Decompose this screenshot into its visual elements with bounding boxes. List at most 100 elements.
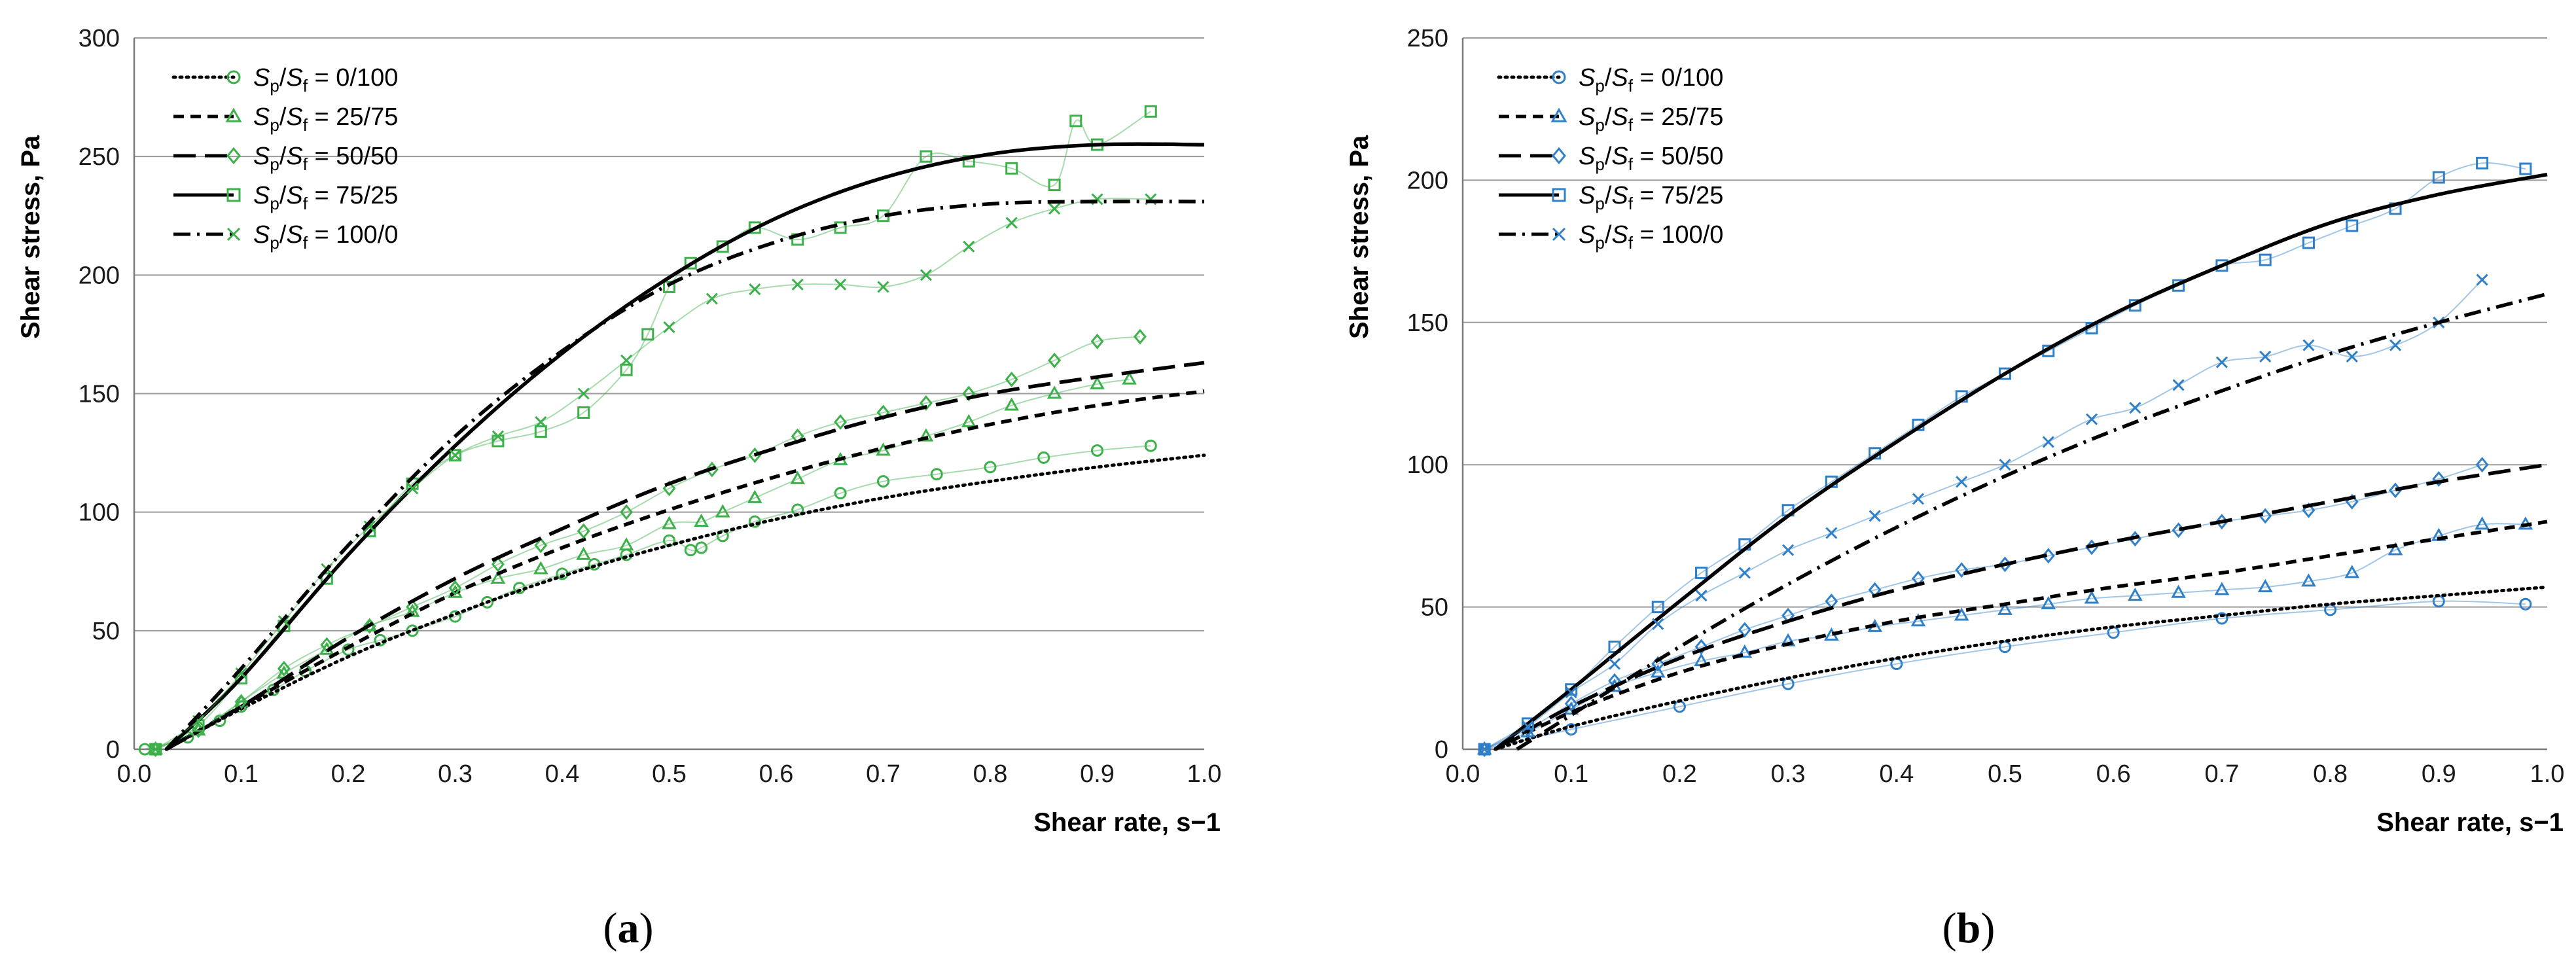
chart-b-x-tick-label: 0.0 — [1446, 760, 1480, 788]
chart-b-data-point — [1956, 476, 1968, 488]
chart-a-x-tick-label: 0.7 — [866, 760, 901, 788]
chart-a-x-tick-label: 0.0 — [117, 760, 152, 788]
chart-b-data-point — [1522, 720, 1534, 733]
chart-b-series-2-data-line — [1484, 523, 2526, 750]
chart-b-data-point — [2432, 470, 2446, 487]
chart-a-legend-label: Sp/Sf = 25/75 — [253, 103, 398, 135]
chart-a-data-point — [620, 354, 633, 366]
chart-b-data-point — [1478, 741, 1492, 757]
chart-a-data-point — [749, 283, 761, 296]
chart-b-legend-label: Sp/Sf = 75/25 — [1579, 182, 1723, 213]
chart-b-panel-label: (b) — [1942, 904, 1995, 952]
chart-a-data-point — [533, 561, 548, 575]
chart-b-legend-label: Sp/Sf = 50/50 — [1579, 143, 1723, 174]
chart-a-y-tick-label: 50 — [92, 618, 120, 645]
chart-a-data-point — [962, 385, 976, 402]
chart-a-data-point — [406, 599, 420, 615]
chart-a-legend: Sp/Sf = 0/100 Sp/Sf = 25/75 Sp/Sf = 50/50 S… — [171, 64, 398, 253]
chart-b-data-point — [2172, 379, 2185, 391]
chart-a-data-point — [834, 414, 848, 430]
chart-b-data-point — [1652, 618, 1664, 630]
chart-a-data-point — [834, 221, 847, 234]
chart-b-x-tick-label: 0.9 — [2422, 760, 2456, 788]
chart-a-data-point — [877, 281, 889, 293]
chart-a-data-point — [1004, 397, 1020, 411]
chart-b-data-point — [2215, 259, 2228, 272]
chart-b-data-point — [2302, 236, 2315, 249]
chart-b-data-point — [2302, 339, 2315, 351]
chart-b-x-tick-label: 0.5 — [1988, 760, 2022, 788]
chart-a-legend-marker — [226, 147, 241, 165]
chart-a-data-point — [930, 468, 943, 481]
chart-b-data-point — [1651, 601, 1664, 614]
chart-a-data-point — [920, 150, 933, 163]
chart-b-data-point — [2346, 350, 2358, 363]
chart-b-y-tick-label: 0 — [1435, 736, 1448, 764]
chart-b-data-point — [1478, 743, 1491, 756]
chart-a-data-point — [684, 257, 697, 270]
chart-a-y-tick-label: 100 — [79, 499, 120, 527]
chart-b-data-point — [2344, 565, 2360, 578]
chart-b-data-point — [1912, 493, 1925, 505]
panel-b-chart: 0 50 100 150 200 250 0.0 0.1 0.2 0.3 0.4 0.5 0.6 0.7 0… — [1345, 25, 2564, 952]
chart-a-data-point — [1144, 105, 1157, 118]
chart-b-data-point — [2301, 573, 2316, 587]
chart-a-data-point — [961, 414, 976, 427]
chart-a-x-tick-label: 0.8 — [973, 760, 1008, 788]
chart-a-data-point — [148, 741, 164, 754]
chart-b-legend-marker — [1552, 188, 1566, 202]
chart-a-panel-label: (a) — [603, 904, 654, 952]
chart-a-data-point — [1048, 352, 1062, 368]
chart-a-data-point — [491, 556, 505, 573]
chart-a-series-5 — [149, 193, 1205, 756]
chart-a-data-point — [641, 328, 654, 341]
chart-b-x-tick-label: 0.3 — [1771, 760, 1806, 788]
chart-a-y-axis-label: Shear stress, Pa — [16, 135, 45, 339]
chart-b-y-tick-label: 250 — [1407, 25, 1448, 52]
chart-a-legend-label: Sp/Sf = 100/0 — [253, 221, 398, 253]
chart-b-data-point — [2259, 350, 2272, 363]
chart-b-data-point — [2215, 612, 2228, 625]
chart-b-x-tick-label: 0.7 — [2204, 760, 2239, 788]
chart-a-data-point — [984, 461, 997, 474]
chart-a-data-point — [234, 694, 248, 710]
chart-b-data-point — [1825, 527, 1838, 539]
chart-a-series-2 — [148, 371, 1205, 754]
chart-a-legend-label: Sp/Sf = 75/25 — [253, 182, 398, 213]
chart-a-data-point — [534, 537, 548, 554]
chart-a-legend-marker — [226, 70, 241, 84]
chart-a-legend-label: Sp/Sf = 50/50 — [253, 143, 398, 174]
chart-b-data-point — [2257, 578, 2273, 593]
chart-a-data-point — [877, 475, 889, 488]
chart-b-x-tick-label: 0.6 — [2096, 760, 2131, 788]
chart-b-data-point — [2476, 156, 2489, 169]
chart-b-series-5-fit-curve — [1516, 292, 2548, 751]
chart-b-data-point — [1738, 622, 1751, 638]
chart-a-data-point — [1133, 328, 1147, 345]
chart-b-data-point — [2324, 603, 2337, 616]
chart-a-legend-marker — [225, 107, 242, 122]
chart-a-data-point — [577, 523, 590, 539]
chart-a-data-point — [620, 504, 634, 520]
chart-b-data-point — [1608, 658, 1621, 670]
chart-b-x-tick-label: 1.0 — [2530, 760, 2565, 788]
chart-a-data-point — [577, 387, 590, 400]
chart-b-data-point — [2171, 584, 2186, 598]
chart-b-legend-item: Sp/Sf = 0/100 — [1497, 64, 1723, 96]
chart-a-data-point — [342, 643, 355, 656]
chart-b-series-1 — [1478, 585, 2549, 756]
chart-a-data-point — [1048, 179, 1061, 192]
chart-a-x-axis-label: Shear rate, s−1 — [1033, 808, 1221, 837]
chart-a-data-point — [1005, 371, 1018, 387]
chart-a-x-tick-label: 0.4 — [545, 760, 580, 788]
chart-b-legend-marker — [1552, 227, 1566, 241]
chart-b-legend-marker — [1552, 70, 1566, 84]
chart-a-data-point — [406, 482, 419, 495]
chart-a-y-tick-label: 250 — [79, 143, 120, 171]
chart-a-data-point — [748, 515, 761, 528]
chart-a-data-point — [620, 363, 633, 376]
chart-a-data-point — [715, 504, 730, 518]
chart-a-data-point — [876, 442, 891, 456]
chart-a-data-point — [716, 529, 729, 542]
chart-b-data-point — [1954, 607, 1969, 621]
